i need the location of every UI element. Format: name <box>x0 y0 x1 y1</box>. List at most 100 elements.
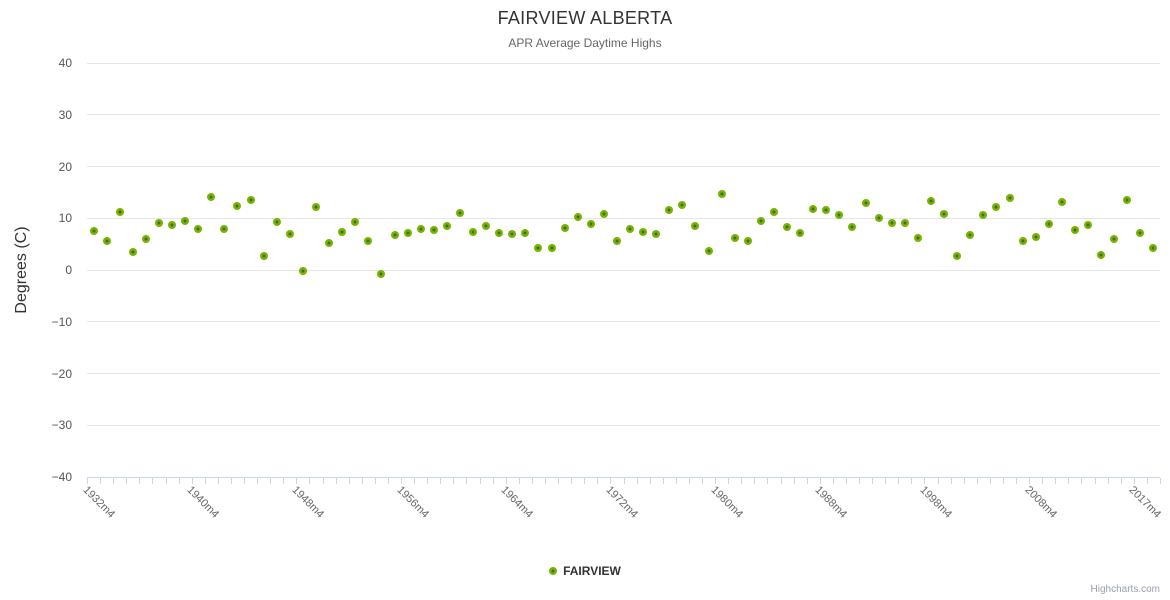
x-axis-tick <box>1029 478 1031 484</box>
data-point[interactable] <box>181 216 190 225</box>
data-point[interactable] <box>573 212 582 221</box>
data-point[interactable] <box>560 223 569 232</box>
data-point[interactable] <box>626 225 635 234</box>
data-point[interactable] <box>508 229 517 238</box>
data-point[interactable] <box>612 236 621 245</box>
data-point[interactable] <box>246 196 255 205</box>
data-point[interactable] <box>416 224 425 233</box>
data-point[interactable] <box>874 213 883 222</box>
data-point[interactable] <box>429 226 438 235</box>
data-point[interactable] <box>455 209 464 218</box>
x-axis-tick <box>1107 478 1109 484</box>
data-point[interactable] <box>154 218 163 227</box>
data-point[interactable] <box>272 217 281 226</box>
data-point[interactable] <box>992 202 1001 211</box>
data-point[interactable] <box>887 219 896 228</box>
data-point[interactable] <box>913 233 922 242</box>
data-point[interactable] <box>1149 244 1158 253</box>
x-axis-tick <box>427 478 429 484</box>
data-point[interactable] <box>1084 221 1093 230</box>
data-point[interactable] <box>966 231 975 240</box>
data-point[interactable] <box>207 192 216 201</box>
data-point[interactable] <box>547 243 556 252</box>
data-point[interactable] <box>298 267 307 276</box>
data-point[interactable] <box>730 234 739 243</box>
data-point[interactable] <box>168 221 177 230</box>
data-point[interactable] <box>390 230 399 239</box>
x-axis-tick <box>636 478 638 484</box>
data-point[interactable] <box>194 225 203 234</box>
data-point[interactable] <box>1136 228 1145 237</box>
data-point[interactable] <box>809 205 818 214</box>
data-point[interactable] <box>351 217 360 226</box>
data-point[interactable] <box>927 197 935 206</box>
data-point[interactable] <box>586 220 595 229</box>
data-point[interactable] <box>521 229 530 238</box>
legend-item-fairview[interactable]: FAIRVIEW <box>0 564 1170 578</box>
data-point[interactable] <box>717 190 726 199</box>
data-point[interactable] <box>1097 250 1106 259</box>
x-axis-tick <box>832 478 834 484</box>
data-point[interactable] <box>141 235 150 244</box>
y-gridline <box>87 373 1160 374</box>
data-point[interactable] <box>1018 237 1027 246</box>
data-point[interactable] <box>665 206 674 215</box>
data-point[interactable] <box>756 216 765 225</box>
data-point[interactable] <box>1031 233 1040 242</box>
data-point[interactable] <box>89 227 98 236</box>
data-point[interactable] <box>311 203 320 212</box>
data-point[interactable] <box>115 207 124 216</box>
highcharts-credit-link[interactable]: Highcharts.com <box>1090 584 1160 595</box>
data-point[interactable] <box>796 229 805 238</box>
data-point[interactable] <box>259 252 268 261</box>
data-point[interactable] <box>128 247 137 256</box>
data-point[interactable] <box>102 237 111 246</box>
data-point[interactable] <box>599 210 608 219</box>
data-point[interactable] <box>1044 219 1053 228</box>
data-point[interactable] <box>861 198 870 207</box>
data-point[interactable] <box>1070 226 1079 235</box>
x-axis-tick <box>662 478 664 484</box>
data-point[interactable] <box>783 222 792 231</box>
data-point[interactable] <box>469 228 478 237</box>
data-point[interactable] <box>495 228 504 237</box>
data-point[interactable] <box>1110 235 1119 244</box>
data-point[interactable] <box>403 228 412 237</box>
data-point[interactable] <box>900 219 909 228</box>
x-axis-tick <box>322 478 324 484</box>
x-axis-tick <box>283 478 285 484</box>
data-point[interactable] <box>822 206 831 215</box>
data-point[interactable] <box>848 222 857 231</box>
x-axis-tick <box>113 478 115 484</box>
x-axis-tick <box>728 478 730 484</box>
data-point[interactable] <box>704 246 713 255</box>
data-point[interactable] <box>979 211 988 220</box>
data-point[interactable] <box>377 270 386 279</box>
data-point[interactable] <box>639 227 648 236</box>
data-point[interactable] <box>364 236 373 245</box>
data-point[interactable] <box>652 229 661 238</box>
data-point[interactable] <box>940 210 949 219</box>
legend-series-label: FAIRVIEW <box>563 564 621 578</box>
data-point[interactable] <box>338 227 347 236</box>
x-axis-tick <box>139 478 141 484</box>
data-point[interactable] <box>482 222 491 230</box>
data-point[interactable] <box>1123 195 1132 204</box>
data-point[interactable] <box>743 237 752 246</box>
data-point[interactable] <box>325 239 334 248</box>
data-point[interactable] <box>835 211 844 220</box>
data-point[interactable] <box>442 222 451 230</box>
x-axis-tick <box>270 478 272 484</box>
data-point[interactable] <box>691 222 700 230</box>
x-axis-tick <box>309 478 311 484</box>
data-point[interactable] <box>678 200 687 209</box>
data-point[interactable] <box>1005 193 1014 202</box>
data-point[interactable] <box>285 229 294 238</box>
data-point[interactable] <box>953 252 962 261</box>
data-point[interactable] <box>233 201 242 210</box>
y-axis-tick-label: −10 <box>51 314 72 329</box>
data-point[interactable] <box>534 243 543 252</box>
data-point[interactable] <box>769 208 778 217</box>
data-point[interactable] <box>220 225 229 234</box>
data-point[interactable] <box>1057 198 1066 207</box>
